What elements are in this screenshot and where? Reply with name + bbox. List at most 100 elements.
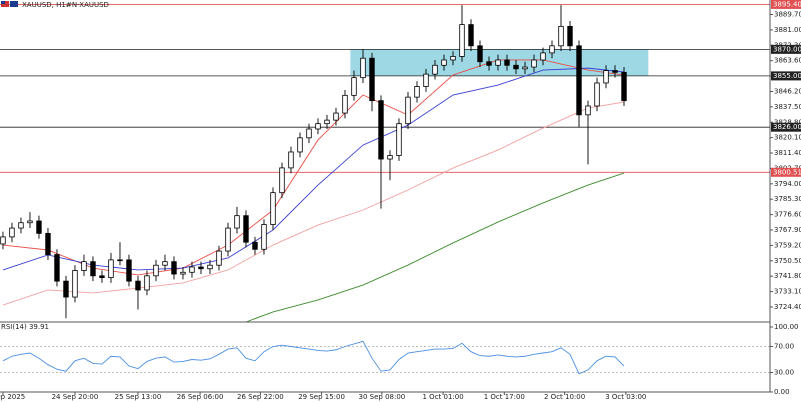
candle-body — [414, 86, 420, 98]
candle-body — [576, 45, 582, 116]
symbol-subtitle: #N-XAUUSD — [66, 1, 109, 9]
candle-body — [216, 250, 222, 266]
candle-body — [315, 123, 321, 130]
y-tick-label: 3785.30 — [774, 195, 801, 203]
x-tick-label: 26 Sep 06:00 — [177, 393, 224, 401]
y-tick-label: 3767.90 — [774, 226, 801, 234]
y-tick-label: 0.00 — [774, 388, 790, 396]
candle-body — [108, 259, 114, 278]
candle-body — [63, 280, 69, 298]
y-tick-label: 3837.50 — [774, 103, 801, 111]
candle-body — [72, 270, 78, 298]
candle-body — [117, 259, 123, 262]
y-tick-label: 3889.70 — [774, 11, 801, 19]
x-tick-label: 25 Sep 13:00 — [115, 393, 162, 401]
candle-body — [360, 57, 366, 79]
y-tick-label: 3863.60 — [774, 57, 801, 65]
candle-body — [468, 24, 474, 47]
candle-body — [297, 137, 303, 153]
candle-body — [306, 128, 312, 139]
candle-body — [351, 77, 357, 96]
flag-icon — [1, 1, 5, 4]
candle-body — [513, 64, 519, 70]
candle-body — [126, 259, 132, 282]
x-tick-label: 26 Sep 22:00 — [237, 393, 284, 401]
candle-body — [378, 100, 384, 160]
x-tick-label: 29 Sep 15:00 — [298, 393, 345, 401]
candle-body — [504, 59, 510, 66]
candle-body — [198, 266, 204, 270]
candle-body — [99, 275, 105, 278]
rsi-title: RSI(14) 39.91 — [1, 323, 49, 331]
candle-body — [540, 52, 546, 61]
candle-body — [324, 119, 330, 125]
candle-body — [144, 275, 150, 291]
candle-body — [189, 266, 195, 273]
candle-body — [594, 82, 600, 107]
y-tick-label: 3733.10 — [774, 288, 801, 296]
level-label-box — [771, 0, 801, 9]
candle-body — [0, 236, 6, 245]
y-tick-label: 3776.60 — [774, 211, 801, 219]
y-tick-label: 70.00 — [774, 343, 794, 351]
flag-icon — [10, 1, 18, 7]
candle-body — [234, 215, 240, 229]
symbol-title: XAUUSD, H1: — [22, 1, 68, 9]
candle-body — [81, 261, 87, 271]
candle-body — [567, 25, 573, 47]
header: XAUUSD, H1: #N-XAUUSD RSI(14) 39.91 — [1, 1, 109, 331]
moving-average — [2, 59, 625, 276]
candle-body — [333, 112, 339, 121]
candle-body — [252, 241, 258, 250]
x-tick-label: 1 Oct 01:00 — [423, 393, 464, 401]
level-label-box — [771, 167, 801, 177]
candle-body — [432, 64, 438, 75]
candle-body — [522, 66, 528, 70]
candle-body — [585, 105, 591, 116]
y-tick-label: 30.00 — [774, 369, 794, 377]
level-label-box — [771, 71, 801, 81]
y-tick-label: 3724.40 — [774, 303, 801, 311]
candle-body — [486, 61, 492, 66]
moving-average — [2, 101, 625, 306]
x-tick-label: 2 Oct 10:00 — [544, 393, 585, 401]
level-label: 3895.40 — [773, 0, 801, 8]
candle-body — [18, 222, 24, 229]
candle-body — [279, 167, 285, 194]
candle-body — [450, 56, 456, 61]
candle-body — [459, 24, 465, 57]
candle-body — [243, 215, 249, 243]
candle-body — [27, 220, 33, 224]
candle-body — [90, 261, 96, 277]
y-tick-label: 3750.50 — [774, 257, 801, 265]
candle-body — [612, 70, 618, 73]
candle-body — [387, 155, 393, 160]
candle-body — [342, 94, 348, 114]
level-label: 3870.00 — [773, 45, 801, 53]
y-tick-label: 3794.00 — [774, 180, 801, 188]
candle-body — [270, 192, 276, 225]
moving-average — [2, 67, 625, 271]
x-tick-label: 24 Sep 2025 — [0, 393, 25, 401]
candle-body — [549, 45, 555, 54]
level-label-box — [771, 44, 801, 54]
candle-body — [261, 224, 267, 250]
y-tick-label: 3820.10 — [774, 134, 801, 142]
candle-body — [207, 264, 213, 270]
x-tick-label: 3 Oct 03:00 — [605, 393, 646, 401]
x-tick-label: 30 Sep 08:00 — [359, 393, 406, 401]
level-label: 3800.51 — [773, 168, 801, 176]
candle-body — [135, 280, 141, 291]
y-tick-label: 3846.20 — [774, 87, 801, 95]
y-tick-label: 3759.20 — [774, 241, 801, 249]
candle-body — [621, 71, 627, 102]
y-tick-label: 3828.80 — [774, 118, 801, 126]
candle-body — [9, 227, 15, 238]
candle-body — [162, 261, 168, 266]
candle-body — [477, 45, 483, 63]
y-tick-label: 3741.80 — [774, 272, 801, 280]
x-tick-label: 24 Sep 20:00 — [52, 393, 99, 401]
y-tick-label: 3811.40 — [774, 149, 801, 157]
